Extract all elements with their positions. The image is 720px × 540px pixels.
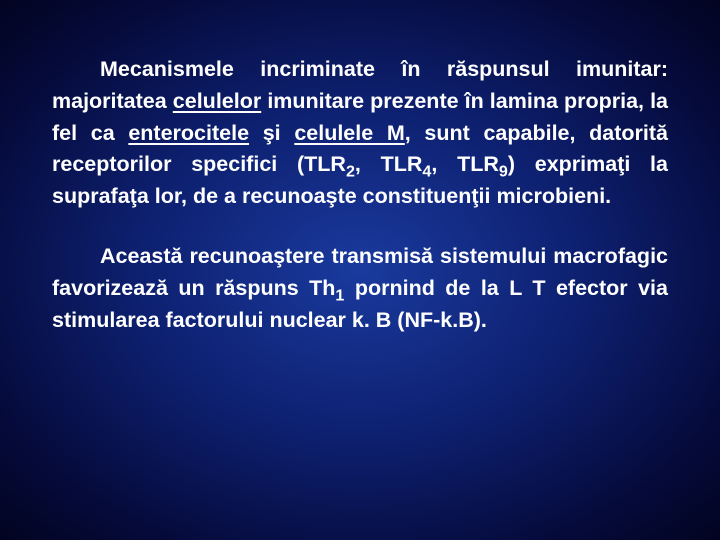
p1-sub: 9	[499, 163, 508, 181]
p1-text: şi	[263, 121, 281, 145]
p1-text: , TLR	[355, 152, 423, 176]
p1-sub: 2	[346, 163, 355, 181]
p1-text: majoritatea	[52, 89, 167, 113]
paragraph-2: Această recunoaştere transmisă sistemulu…	[52, 241, 668, 336]
p1-underline-enterocitele: enterocitele	[128, 121, 249, 145]
p1-text: Mecanismele incriminate în răspunsul imu…	[100, 57, 668, 81]
p1-underline-celulele-m: celulele M	[294, 121, 404, 145]
paragraph-1: Mecanismele incriminate în răspunsul imu…	[52, 54, 668, 213]
p1-text: , TLR	[431, 152, 499, 176]
p1-underline-celulelor: celulelor	[173, 89, 261, 113]
